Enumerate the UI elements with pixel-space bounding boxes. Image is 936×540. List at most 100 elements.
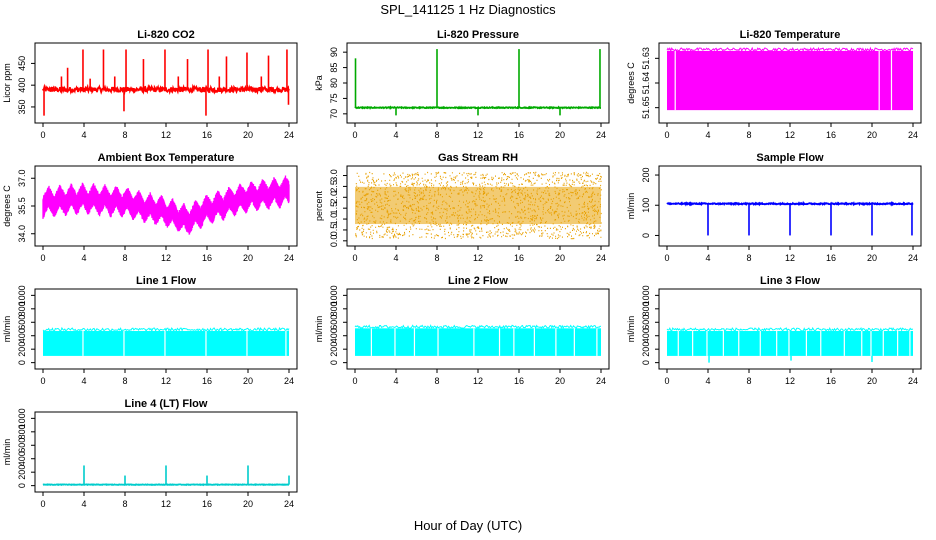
x-tick-label-0: 0 (664, 130, 669, 140)
band-line-3-flow (667, 331, 913, 356)
x-tick-label-0: 0 (40, 130, 45, 140)
y-tick-label-4: 90 (329, 47, 339, 57)
band-edge-line-3-flow (666, 326, 914, 333)
panel-line-2-flow: Line 2 Flow ml/min 0 4 8 12 16 20 24 0 20040060080… (314, 275, 610, 386)
x-tick-label-8: 8 (122, 499, 127, 509)
x-tick-label-24: 24 (908, 376, 918, 386)
x-tick-label-4: 4 (393, 130, 398, 140)
y-tick-label-2: 400 (329, 328, 339, 343)
band-edge-line-2-flow (354, 324, 602, 330)
x-tick-label-16: 16 (514, 130, 524, 140)
x-tick-label-4: 4 (393, 376, 398, 386)
y-axis-label-line-4-lt-flow: ml/min (2, 439, 12, 466)
y-axis-label-line-1-flow: ml/min (2, 316, 12, 343)
x-tick-label-0: 0 (664, 253, 669, 263)
y-axis-label-li-820-pressure: kPa (314, 75, 324, 91)
band-edge-li-820-temperature (666, 46, 914, 53)
y-tick-label-1: 200 (329, 342, 339, 357)
y-tick-label-2: 1.0 (329, 213, 339, 226)
x-tick-label-16: 16 (826, 253, 836, 263)
series-line-4-lt-flow (42, 465, 290, 487)
x-tick-label-20: 20 (867, 253, 877, 263)
y-tick-label-0: 51.65 (641, 96, 651, 119)
y-axis-label-ambient-box-temperature: degrees C (2, 185, 12, 227)
y-tick-label-4: 800 (17, 301, 27, 316)
x-tick-label-4: 4 (705, 253, 710, 263)
y-tick-label-1: 200 (17, 465, 27, 480)
x-tick-label-24: 24 (596, 376, 606, 386)
plot-frame-li-820-co2 (34, 42, 298, 124)
panel-title-line-1-flow: Line 1 Flow (136, 275, 196, 287)
y-axis-label-li-820-co2: Licor ppm (2, 63, 12, 103)
y-tick-label-0: 0 (17, 483, 27, 488)
x-tick-label-16: 16 (826, 376, 836, 386)
x-tick-label-4: 4 (81, 499, 86, 509)
panel-gas-stream-rh: Gas Stream RH percent 0 4 8 12 16 20 24 0.00.51.0… (314, 152, 610, 263)
x-tick-label-8: 8 (746, 376, 751, 386)
x-tick-label-24: 24 (908, 130, 918, 140)
series-ambient-box-temperature (42, 175, 290, 235)
panel-title-li-820-temperature: Li-820 Temperature (740, 29, 841, 41)
x-tick-label-20: 20 (555, 253, 565, 263)
x-tick-label-20: 20 (243, 499, 253, 509)
x-tick-label-8: 8 (122, 253, 127, 263)
y-tick-label-3: 600 (329, 315, 339, 330)
x-tick-label-16: 16 (514, 253, 524, 263)
series-sample-flow (666, 200, 914, 236)
y-tick-label-2: 200 (641, 168, 651, 183)
x-tick-label-12: 12 (161, 253, 171, 263)
y-axis-label-sample-flow: ml/min (626, 193, 636, 220)
y-tick-label-1: 35.5 (17, 197, 27, 215)
y-tick-label-0: 350 (17, 99, 27, 114)
y-tick-label-5: 2.5 (329, 180, 339, 193)
x-tick-label-8: 8 (122, 130, 127, 140)
figure-x-axis-title: Hour of Day (UTC) (413, 518, 523, 533)
rh-points (355, 171, 602, 240)
x-tick-label-12: 12 (161, 376, 171, 386)
rh-core (355, 186, 601, 225)
x-tick-label-20: 20 (243, 376, 253, 386)
panel-li-820-temperature: Li-820 Temperature degrees C 0 4 8 12 16 20 24 51… (626, 29, 922, 140)
x-tick-label-4: 4 (393, 253, 398, 263)
y-tick-label-4: 800 (641, 301, 651, 316)
temp-trace (42, 175, 290, 235)
x-tick-label-16: 16 (202, 499, 212, 509)
series-line-1-flow (42, 326, 290, 356)
panel-li-820-pressure: Li-820 Pressure kPa 0 4 8 12 16 20 24 70 75 80 85 90 (314, 29, 610, 140)
x-tick-label-20: 20 (243, 253, 253, 263)
y-tick-label-0: 0 (329, 360, 339, 365)
figure-title: SPL_141125 1 Hz Diagnostics (380, 2, 556, 17)
x-tick-label-0: 0 (352, 253, 357, 263)
series-line-3-flow (666, 326, 914, 363)
panel-title-ambient-box-temperature: Ambient Box Temperature (98, 152, 235, 164)
x-tick-label-12: 12 (785, 376, 795, 386)
x-tick-label-8: 8 (746, 130, 751, 140)
panel-line-4-lt-flow: Line 4 (LT) Flow ml/min 0 4 8 12 16 20 24 0 200400… (2, 398, 298, 509)
y-tick-label-3: 1.5 (329, 202, 339, 215)
y-tick-label-5: 1000 (17, 408, 27, 428)
panel-sample-flow: Sample Flow ml/min 0 4 8 12 16 20 24 0 100 200 (626, 152, 922, 263)
y-tick-label-6: 3.0 (329, 169, 339, 182)
y-tick-label-3: 85 (329, 63, 339, 73)
series-li-820-pressure (354, 49, 601, 116)
y-tick-label-5: 1000 (641, 285, 651, 305)
y-axis-label-line-2-flow: ml/min (314, 316, 324, 343)
x-tick-label-24: 24 (284, 376, 294, 386)
y-tick-label-1: 51.64 (641, 72, 651, 95)
series-li-820-co2 (42, 49, 290, 116)
x-tick-label-4: 4 (81, 376, 86, 386)
x-tick-label-4: 4 (705, 376, 710, 386)
x-tick-label-24: 24 (596, 130, 606, 140)
y-tick-label-1: 200 (641, 342, 651, 357)
x-tick-label-16: 16 (202, 376, 212, 386)
x-tick-label-16: 16 (514, 376, 524, 386)
x-tick-label-8: 8 (434, 130, 439, 140)
x-tick-label-12: 12 (161, 499, 171, 509)
y-tick-label-0: 0 (641, 360, 651, 365)
x-tick-label-0: 0 (40, 499, 45, 509)
y-tick-label-3: 600 (17, 438, 27, 453)
y-tick-label-2: 450 (17, 56, 27, 71)
y-tick-label-1: 75 (329, 93, 339, 103)
panel-li-820-co2: Li-820 CO2 Licor ppm 0 4 8 12 16 20 24 350 400 450 (2, 29, 298, 140)
x-tick-label-0: 0 (40, 376, 45, 386)
